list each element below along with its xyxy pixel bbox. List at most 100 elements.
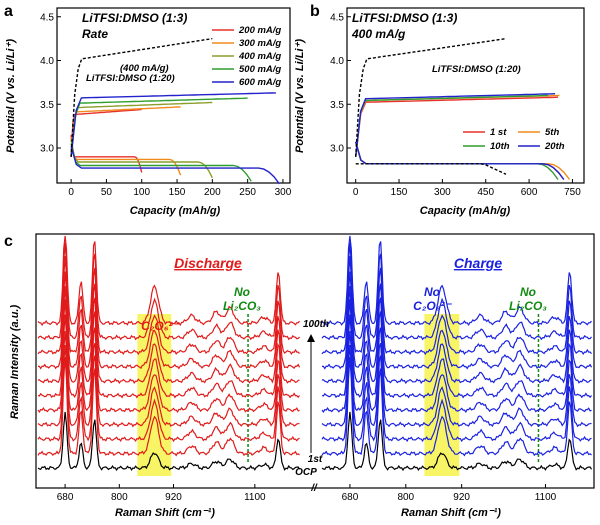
y-tick-label: 4.5 <box>330 12 344 23</box>
discharge-curve <box>70 146 280 185</box>
panel-a-subtitle: Rate <box>82 27 108 41</box>
discharge-no-label: No <box>234 285 250 299</box>
panel-c-xlabel-left: Raman Shift (cm⁻¹) <box>115 507 215 519</box>
charge-no-label: No <box>424 285 440 299</box>
charge-li2co3-label: Li₂CO₃ <box>509 299 547 313</box>
panel-b-subtitle: 400 mA/g <box>351 27 406 41</box>
legend-label: 400 mA/g <box>238 51 281 62</box>
x-tick-label: 920 <box>453 492 470 503</box>
charge-spectrum <box>321 345 592 443</box>
x-tick-label: 150 <box>169 187 186 198</box>
charge-spectrum <box>321 314 592 413</box>
panel-a-ref-label: LiTFSI:DMSO (1:20) <box>86 73 175 84</box>
charge-spectrum <box>321 256 592 356</box>
reference-charge-curve <box>355 37 507 157</box>
panel-c-ticks: 680 800 920 1100 680 800 920 1100 <box>57 484 557 503</box>
ocp-label: OCP <box>295 467 317 478</box>
panel-b-xlabel: Capacity (mAh/g) <box>420 205 511 217</box>
panel-b-label: b <box>310 3 320 20</box>
charge-label: Charge <box>454 255 502 271</box>
discharge-spectrum <box>37 345 300 443</box>
discharge-spectrum <box>37 235 300 327</box>
x-tick-label: 0 <box>353 187 359 198</box>
discharge-curve <box>355 141 565 180</box>
panel-b-frame <box>346 7 585 184</box>
x-tick-label: 600 <box>521 187 538 198</box>
charge-spectrum <box>321 299 592 399</box>
charge-curve <box>70 92 276 157</box>
panel-b-curves <box>355 37 571 180</box>
discharge-spectrum <box>37 243 300 341</box>
panel-a-frame <box>56 7 291 184</box>
x-tick-label: 1100 <box>244 492 266 503</box>
discharge-curve <box>70 134 143 173</box>
legend-label: 1 st <box>490 127 507 138</box>
charge-spectrum <box>321 357 592 457</box>
discharge-spectrum <box>38 286 300 385</box>
discharge-curve <box>355 141 565 180</box>
discharge-curve <box>70 137 182 176</box>
charge-spectrum <box>321 235 592 327</box>
charge-curve <box>355 94 548 157</box>
charge-curve <box>355 96 559 157</box>
legend-label: 500 mA/g <box>239 64 281 75</box>
panel-c-label: c <box>4 233 13 250</box>
cycle-arrow-head <box>307 334 315 342</box>
legend-label: 10th <box>490 141 510 152</box>
x-tick-label: 200 <box>204 187 221 198</box>
charge-no-li2co3-no: No <box>520 285 536 299</box>
discharge-spectrum <box>37 411 301 472</box>
discharge-spectrum <box>38 271 301 370</box>
cycle-bottom-label: 1st <box>308 454 323 465</box>
panel-a-ticks: 0 50 100 150 200 250 300 3.0 3.5 4.0 4.5 <box>40 12 292 198</box>
panel-b-ylabel: Potential (V vs. Li/Li⁺) <box>294 39 306 153</box>
charge-curve <box>70 101 213 157</box>
charge-spectrum <box>321 243 592 341</box>
discharge-spectrum <box>37 314 300 414</box>
charge-curve <box>355 93 556 157</box>
x-tick-label: 300 <box>434 187 451 198</box>
reference-charge-curve <box>70 37 213 157</box>
y-tick-label: 3.0 <box>330 144 344 155</box>
y-tick-label: 4.0 <box>330 56 344 67</box>
panel-c-xlabel-right: Raman Shift (cm⁻¹) <box>401 507 501 519</box>
charge-curve <box>70 108 142 157</box>
discharge-curve <box>70 143 252 182</box>
x-tick-label: 0 <box>68 187 74 198</box>
panel-a-title: LiTFSI:DMSO (1:3) <box>82 11 187 25</box>
x-tick-label: 300 <box>275 187 292 198</box>
panel-a-legend: 200 mA/g 300 mA/g 400 mA/g 500 mA/g 600 mA/g <box>212 25 281 88</box>
x-tick-label: 50 <box>101 187 113 198</box>
discharge-spectrum <box>37 331 300 428</box>
cycle-top-label: 100th <box>303 319 329 330</box>
panel-c-frame <box>35 233 595 489</box>
panel-a-curves <box>70 37 280 185</box>
charge-spectrum <box>322 271 593 370</box>
charge-c2o6-label: C₂O₆²⁻ <box>413 299 452 313</box>
legend-label: 20th <box>544 141 565 152</box>
legend-label: 300 mA/g <box>239 38 281 49</box>
panel-b-ref-label: LiTFSI:DMSO (1:20) <box>432 64 521 75</box>
discharge-li2co3-label: Li₂CO₃ <box>223 299 261 313</box>
panel-b-legend: 1 st 5th 10th 20th <box>463 127 565 152</box>
x-tick-label: 450 <box>477 187 494 198</box>
charge-curve <box>70 106 181 157</box>
charge-spectrum <box>322 286 592 384</box>
x-tick-label: 800 <box>111 492 128 503</box>
y-tick-label: 3.0 <box>40 144 54 155</box>
panel-b: b LiTFSI:DMSO (1:3) 400 mA/g LiTFSI:DMSO… <box>294 3 585 217</box>
panel-c-ylabel: Raman Intensity (a.u.) <box>9 305 21 420</box>
charge-spectrum <box>321 411 593 472</box>
panel-c-curves <box>37 235 593 472</box>
x-tick-label: 150 <box>391 187 408 198</box>
y-tick-label: 4.5 <box>40 12 54 23</box>
charge-curve <box>70 97 248 157</box>
panel-a-ref-rate: (400 mA/g) <box>120 63 169 74</box>
discharge-c2o6-label: C₂O₆²⁻ <box>141 319 180 333</box>
panel-a-label: a <box>4 3 13 20</box>
x-tick-label: 750 <box>564 187 581 198</box>
discharge-curve <box>355 141 571 180</box>
charge-spectrum <box>321 331 592 428</box>
panel-b-ticks: 0 150 300 450 600 750 3.0 3.5 4.0 4.5 <box>330 12 581 198</box>
discharge-spectrum <box>37 299 300 399</box>
